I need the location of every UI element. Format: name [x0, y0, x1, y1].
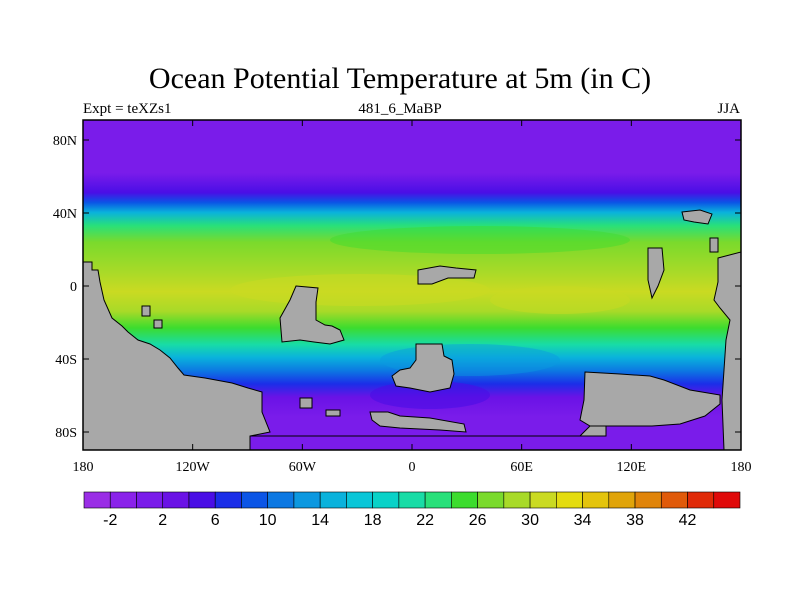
land-eastern-peninsula [647, 247, 665, 300]
warm-band [490, 286, 630, 314]
colorbar-swatch [582, 491, 610, 509]
colorbar-swatch [346, 491, 373, 509]
colorbar: -2 2 6 10 14 18 22 26 30 34 38 42 [83, 491, 741, 529]
period-label: 481_6_MaBP [358, 101, 442, 117]
land-southern-continent [391, 343, 455, 393]
colorbar-swatch [241, 491, 268, 509]
colorbar-swatch [162, 491, 190, 509]
land-small-island [153, 319, 163, 329]
colorbar-swatch [136, 491, 164, 509]
colorbar-label: 6 [211, 512, 220, 529]
colorbar-swatch [529, 491, 557, 509]
longitude-axis: 180 120W 60W 0 60E 120E 180 [73, 120, 752, 475]
land-antarctic-coast [250, 425, 607, 437]
lat-tick-label: 80S [55, 426, 77, 441]
colorbar-swatch [503, 491, 531, 509]
colorbar-swatch [660, 491, 688, 509]
colorbar-label: 38 [626, 512, 644, 529]
land-small-island [141, 305, 151, 317]
colorbar-label: 22 [416, 512, 434, 529]
lon-tick-label: 120W [176, 460, 211, 475]
lon-tick-label: 180 [731, 460, 752, 475]
cold-band [370, 381, 490, 409]
colorbar-swatch [319, 491, 347, 509]
colorbar-swatch [109, 491, 137, 509]
warm-band [230, 274, 490, 306]
colorbar-swatch [188, 491, 216, 509]
land-masses [83, 209, 741, 450]
colorbar-label: 2 [158, 512, 167, 529]
colorbar-swatch [83, 491, 111, 509]
land-polar-island [369, 411, 467, 433]
experiment-label: Expt = teXZs1 [83, 101, 172, 117]
colorbar-swatch [398, 491, 426, 509]
lon-tick-label: 120E [617, 460, 647, 475]
land-tropical-island [417, 265, 477, 285]
colorbar-label: 26 [469, 512, 487, 529]
colorbar-swatch [267, 491, 295, 509]
lon-tick-label: 0 [409, 460, 416, 475]
land-central-continent [279, 285, 345, 345]
colorbar-label: 34 [574, 512, 592, 529]
colorbar-swatch [477, 491, 505, 509]
cool-band [330, 226, 630, 254]
colorbar-label: 18 [364, 512, 382, 529]
land-small-island [325, 409, 341, 417]
colorbar-label: 14 [311, 512, 329, 529]
land-east-continent [579, 371, 721, 427]
lon-tick-label: 180 [73, 460, 94, 475]
lat-tick-label: 80N [53, 134, 77, 149]
colorbar-label: 42 [679, 512, 697, 529]
colorbar-swatch [372, 491, 400, 509]
map-field [83, 120, 741, 450]
land-far-east-continent [713, 251, 741, 450]
colorbar-swatch [214, 491, 242, 509]
colorbar-swatch [293, 491, 321, 509]
colorbar-swatch [713, 491, 741, 509]
land-small-island [709, 237, 719, 253]
colorbar-label: 10 [259, 512, 277, 529]
lon-tick-label: 60W [289, 460, 317, 475]
season-label: JJA [717, 101, 740, 117]
colorbar-swatch [687, 491, 715, 509]
colorbar-swatch [608, 491, 636, 509]
colorbar-swatch [556, 491, 583, 509]
land-small-island [299, 397, 313, 409]
colorbar-swatch [424, 491, 452, 509]
lat-tick-label: 40S [55, 353, 77, 368]
lat-tick-label: 0 [70, 280, 77, 295]
colorbar-swatch [451, 491, 478, 509]
colorbar-swatch [634, 491, 662, 509]
latitude-axis: 80N 40N 0 40S 80S [53, 134, 741, 441]
map-title: Ocean Potential Temperature at 5m (in C) [148, 62, 652, 95]
lon-tick-label: 60E [510, 460, 533, 475]
land-west-continent [83, 261, 271, 450]
land-northeast-island [681, 209, 713, 225]
colorbar-label: -2 [103, 512, 117, 529]
colorbar-label: 30 [521, 512, 539, 529]
lat-tick-label: 40N [53, 207, 77, 222]
